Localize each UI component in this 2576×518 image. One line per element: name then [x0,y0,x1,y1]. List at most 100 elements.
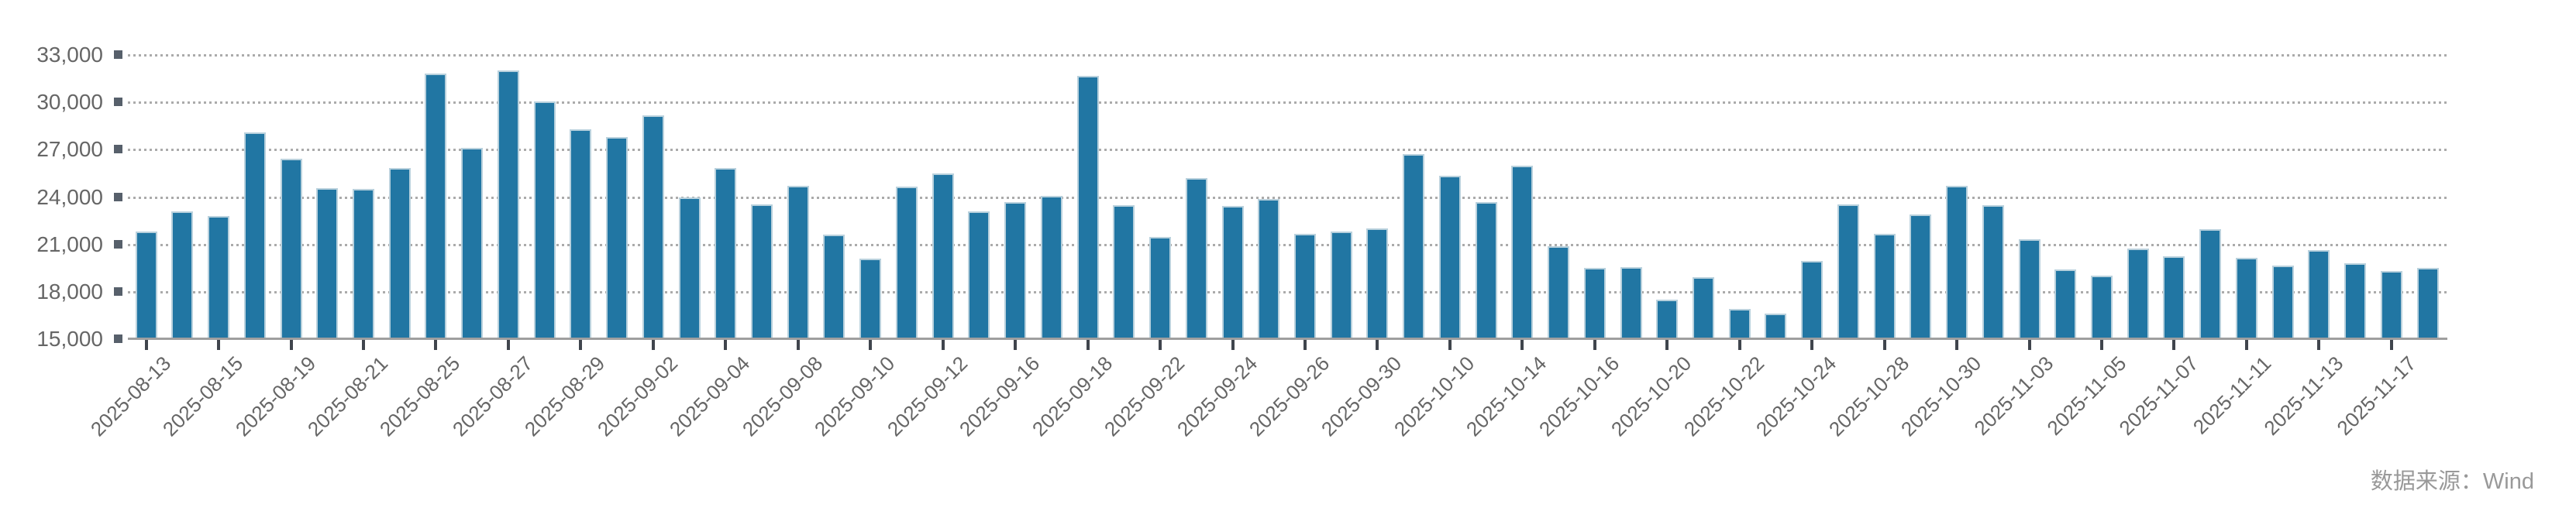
x-axis-tick [506,340,510,350]
x-axis-tick [2317,340,2321,350]
bar[interactable] [570,129,592,338]
x-axis-tick [941,340,945,350]
bar[interactable] [1728,309,1751,338]
y-axis-tick-label: 30,000 [36,90,103,115]
gridline [128,196,2447,199]
bar[interactable] [1873,234,1896,338]
bar[interactable] [2344,263,2367,338]
bar[interactable] [1149,237,1172,338]
x-axis-tick [1086,340,1090,350]
x-axis-tick [434,340,438,350]
bar[interactable] [1221,205,1244,338]
bar[interactable] [678,197,701,338]
bar[interactable] [135,232,157,338]
bar[interactable] [968,211,990,338]
bar[interactable] [1475,201,1497,338]
x-axis-tick [869,340,873,350]
bar[interactable] [1511,165,1534,338]
y-axis-tick-square-icon [114,50,122,59]
bar[interactable] [1656,300,1679,338]
bar[interactable] [1692,277,1714,338]
gridline [128,101,2447,105]
bar[interactable] [1113,204,1135,338]
x-axis-date-label: 2025-11-17 [2332,352,2421,440]
bar[interactable] [1620,267,1642,338]
bar[interactable] [2235,257,2257,338]
x-axis-tick [1159,340,1162,350]
bar[interactable] [208,215,230,338]
bar[interactable] [2380,271,2402,338]
bar[interactable] [1076,75,1099,338]
bar[interactable] [1583,268,1606,338]
bar[interactable] [497,70,519,338]
bar[interactable] [2018,238,2040,338]
x-axis-tick [2027,340,2031,350]
bar[interactable] [1837,204,1859,338]
x-axis-tick [2389,340,2393,350]
bar[interactable] [533,101,556,338]
x-axis-tick [144,340,148,350]
bar[interactable] [1403,154,1425,338]
x-axis-tick [1593,340,1596,350]
bar[interactable] [1293,234,1316,338]
x-axis-line [128,338,2447,340]
x-axis-tick [1737,340,1741,350]
bar[interactable] [1548,245,1570,338]
x-axis-tick [651,340,655,350]
bar[interactable] [751,204,773,338]
bar[interactable] [2271,266,2294,338]
bar[interactable] [2308,249,2330,338]
bar[interactable] [1040,196,1062,338]
bar[interactable] [823,235,845,338]
x-axis-tick [1955,340,1959,350]
bar[interactable] [1910,214,1932,338]
bar[interactable] [2163,256,2185,338]
x-axis-tick [724,340,728,350]
bar[interactable] [425,74,447,338]
bar[interactable] [787,186,809,338]
bar[interactable] [715,167,737,338]
bar[interactable] [642,115,664,338]
bar[interactable] [461,148,484,338]
bar[interactable] [2091,276,2113,338]
x-axis-tick [2172,340,2176,350]
bar[interactable] [1258,198,1280,338]
bar[interactable] [932,173,954,338]
bar[interactable] [352,189,374,338]
data-source-note: 数据来源：Wind [2370,469,2534,494]
bar[interactable] [280,158,302,338]
bar[interactable] [2054,269,2077,338]
bar[interactable] [1946,186,1968,338]
gridline [128,290,2447,293]
x-axis-tick [1665,340,1669,350]
bar[interactable] [606,137,629,338]
bar[interactable] [859,259,882,338]
gridline [128,149,2447,152]
bar[interactable] [1765,314,1787,338]
x-axis-tick [1303,340,1307,350]
bar[interactable] [2127,248,2149,338]
bar[interactable] [1982,204,2004,338]
bar[interactable] [171,211,194,338]
bar[interactable] [1004,201,1027,338]
gridline [128,243,2447,246]
gridline [128,54,2447,57]
bar[interactable] [316,188,339,338]
x-axis-tick [1448,340,1452,350]
bar[interactable] [1366,228,1389,338]
x-axis-tick [289,340,293,350]
bar[interactable] [243,132,266,338]
bar[interactable] [1801,261,1824,338]
bar[interactable] [1185,178,1207,338]
bar[interactable] [2416,268,2439,338]
bar[interactable] [895,187,918,338]
bar[interactable] [1330,232,1352,338]
y-axis-tick-label: 27,000 [36,137,103,162]
bar[interactable] [388,167,411,338]
bar[interactable] [1438,175,1461,338]
x-axis-tick [2100,340,2104,350]
bar[interactable] [2199,229,2222,338]
x-axis-tick [796,340,800,350]
x-axis-tick [361,340,365,350]
